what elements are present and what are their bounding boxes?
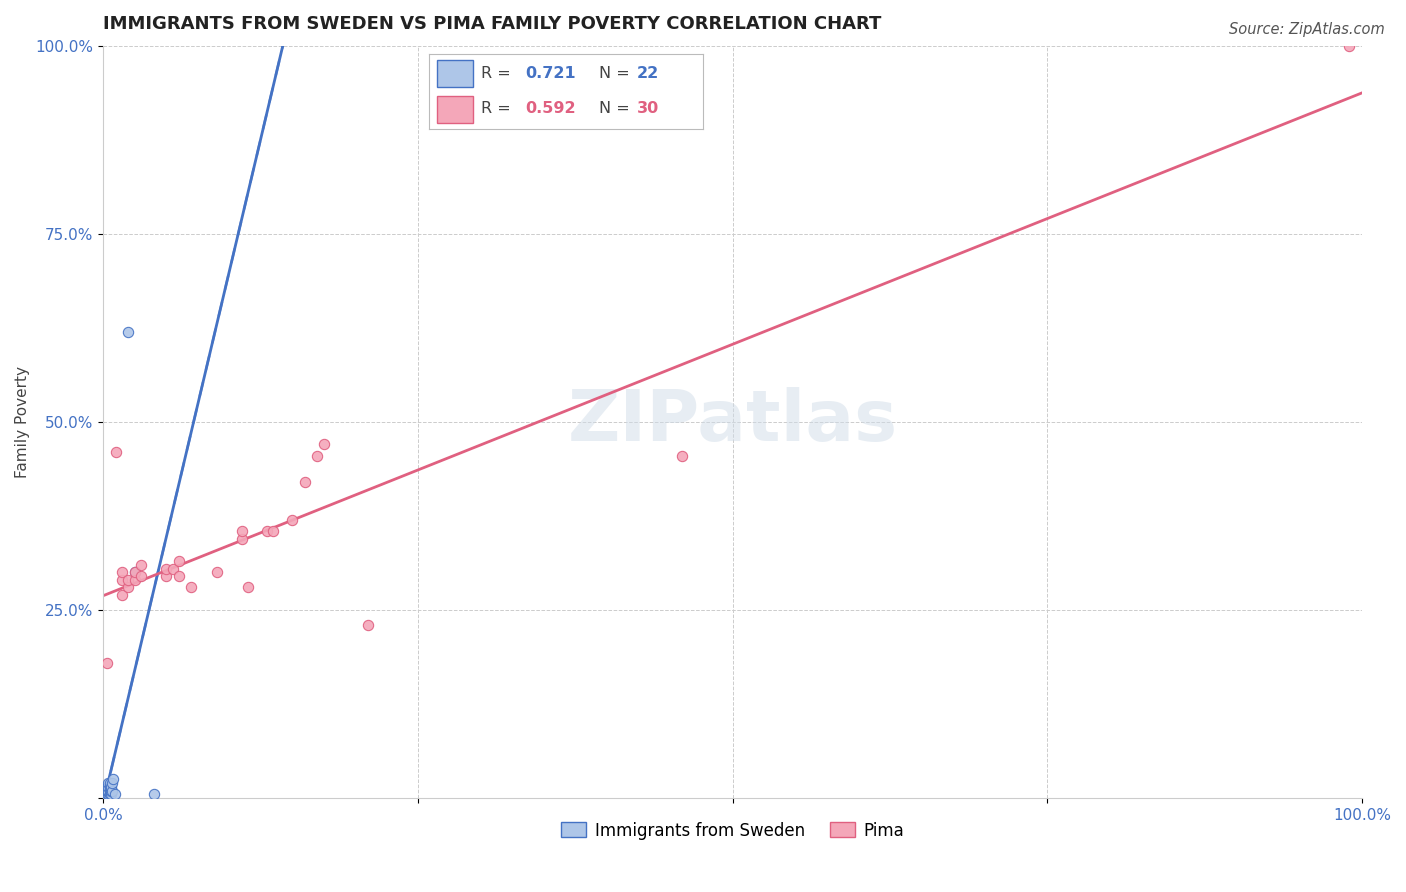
Point	[100, 788, 122, 802]
Point	[281, 513, 304, 527]
Point	[1339, 38, 1361, 53]
Text: 0.721: 0.721	[524, 66, 575, 81]
Point	[167, 569, 190, 583]
Point	[124, 573, 146, 587]
Point	[117, 573, 139, 587]
Point	[124, 566, 146, 580]
Point	[96, 780, 118, 794]
Point	[111, 588, 134, 602]
Point	[294, 475, 316, 489]
Point	[98, 788, 121, 802]
Point	[117, 325, 139, 339]
Point	[111, 573, 134, 587]
Text: ZIPatlas: ZIPatlas	[568, 387, 897, 457]
Point	[671, 449, 693, 463]
Point	[97, 785, 120, 799]
Point	[104, 445, 127, 459]
Point	[101, 776, 124, 790]
Point	[129, 558, 152, 572]
Point	[231, 532, 253, 546]
Text: N =: N =	[599, 102, 630, 116]
Point	[97, 788, 120, 802]
Point	[96, 783, 118, 797]
Y-axis label: Family Poverty: Family Poverty	[15, 366, 30, 478]
Point	[155, 569, 177, 583]
Point	[97, 780, 120, 794]
Point	[307, 449, 329, 463]
Text: 30: 30	[637, 102, 659, 116]
Point	[180, 581, 202, 595]
Point	[142, 788, 165, 802]
Point	[312, 437, 335, 451]
Point	[155, 561, 177, 575]
Text: Source: ZipAtlas.com: Source: ZipAtlas.com	[1229, 22, 1385, 37]
Point	[100, 783, 122, 797]
Point	[96, 656, 118, 670]
Legend: Immigrants from Sweden, Pima: Immigrants from Sweden, Pima	[555, 815, 911, 847]
Text: R =: R =	[481, 102, 510, 116]
Point	[167, 554, 190, 568]
Point	[98, 776, 121, 790]
Point	[96, 788, 118, 802]
FancyBboxPatch shape	[437, 96, 472, 122]
Point	[262, 524, 284, 538]
Point	[231, 524, 253, 538]
Point	[98, 780, 121, 794]
Point	[205, 566, 228, 580]
Point	[124, 566, 146, 580]
Point	[101, 783, 124, 797]
Text: 0.592: 0.592	[524, 102, 575, 116]
FancyBboxPatch shape	[437, 61, 472, 87]
Point	[256, 524, 278, 538]
Text: IMMIGRANTS FROM SWEDEN VS PIMA FAMILY POVERTY CORRELATION CHART: IMMIGRANTS FROM SWEDEN VS PIMA FAMILY PO…	[103, 15, 882, 33]
Point	[129, 569, 152, 583]
Point	[98, 783, 121, 797]
Point	[103, 772, 125, 787]
Point	[356, 618, 378, 632]
Text: R =: R =	[481, 66, 510, 81]
Point	[236, 581, 259, 595]
Point	[100, 780, 122, 794]
Point	[111, 566, 134, 580]
Point	[162, 561, 184, 575]
Text: 22: 22	[637, 66, 659, 81]
Text: N =: N =	[599, 66, 630, 81]
Point	[97, 783, 120, 797]
Point	[117, 581, 139, 595]
Point	[104, 788, 127, 802]
Point	[97, 776, 120, 790]
